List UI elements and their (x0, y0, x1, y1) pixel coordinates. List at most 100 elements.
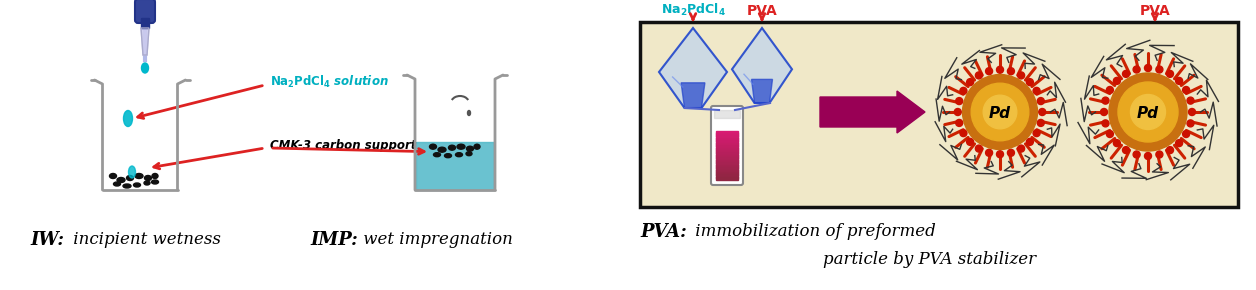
Bar (716, 160, 739, 163)
Circle shape (1130, 95, 1166, 130)
Circle shape (1176, 77, 1183, 84)
Bar (716, 138, 739, 141)
Bar (716, 162, 739, 166)
Text: wet impregnation: wet impregnation (358, 231, 512, 249)
Bar (716, 140, 739, 144)
Circle shape (1144, 64, 1152, 72)
Bar (141, 18, 149, 28)
Circle shape (1133, 151, 1140, 158)
Ellipse shape (127, 175, 133, 180)
Bar (716, 148, 739, 151)
Circle shape (960, 87, 967, 94)
Polygon shape (681, 83, 705, 108)
Ellipse shape (123, 110, 132, 126)
Circle shape (1183, 130, 1189, 137)
Text: IW:: IW: (30, 231, 64, 249)
Circle shape (960, 130, 967, 137)
Polygon shape (659, 28, 727, 108)
Ellipse shape (430, 144, 437, 149)
Text: PVA: PVA (746, 4, 777, 18)
Circle shape (1026, 79, 1034, 86)
Bar (716, 145, 739, 148)
Text: Pd: Pd (1137, 106, 1159, 121)
Text: Pd: Pd (988, 106, 1011, 121)
Text: PVA:: PVA: (641, 223, 687, 241)
Circle shape (1017, 72, 1025, 79)
Ellipse shape (134, 173, 143, 179)
Ellipse shape (474, 144, 480, 149)
Ellipse shape (142, 63, 148, 73)
Circle shape (1187, 97, 1194, 104)
Circle shape (1123, 70, 1129, 77)
Text: CMK-3 carbon support: CMK-3 carbon support (270, 139, 417, 153)
Circle shape (1167, 147, 1173, 154)
Bar (713, 110, 740, 118)
FancyBboxPatch shape (711, 106, 744, 185)
Circle shape (986, 68, 992, 75)
Polygon shape (732, 28, 793, 103)
Circle shape (967, 138, 973, 145)
Ellipse shape (457, 144, 465, 149)
Circle shape (1039, 108, 1046, 115)
Ellipse shape (152, 180, 158, 184)
Circle shape (1133, 66, 1140, 73)
Text: $\mathbf{Na_2PdCl_4}$: $\mathbf{Na_2PdCl_4}$ (661, 2, 726, 18)
Bar (641, 22, 1238, 207)
Circle shape (1188, 108, 1196, 115)
Bar (716, 143, 739, 146)
Circle shape (1176, 139, 1183, 147)
Circle shape (1100, 108, 1108, 115)
Ellipse shape (438, 147, 446, 152)
Bar (716, 155, 739, 158)
Circle shape (1156, 66, 1163, 73)
Circle shape (962, 75, 1037, 149)
Circle shape (1037, 97, 1044, 105)
Circle shape (996, 66, 1004, 73)
Bar (716, 172, 739, 175)
Ellipse shape (445, 154, 451, 158)
FancyArrow shape (820, 91, 924, 133)
Text: IMP:: IMP: (310, 231, 358, 249)
Bar (416, 142, 494, 190)
Circle shape (971, 83, 1029, 141)
Circle shape (1007, 68, 1015, 75)
Polygon shape (751, 79, 772, 103)
Ellipse shape (448, 145, 456, 150)
Circle shape (996, 151, 1004, 158)
Bar (716, 167, 739, 171)
Circle shape (1034, 130, 1040, 137)
Circle shape (986, 149, 992, 156)
Ellipse shape (152, 173, 158, 179)
Circle shape (1107, 86, 1113, 93)
Circle shape (1107, 130, 1113, 137)
Bar (716, 165, 739, 168)
Ellipse shape (433, 153, 441, 157)
Text: PVA: PVA (1139, 4, 1171, 18)
Circle shape (967, 79, 973, 86)
Polygon shape (141, 28, 149, 55)
Ellipse shape (144, 175, 152, 180)
Circle shape (956, 97, 962, 105)
Circle shape (1102, 120, 1109, 127)
Circle shape (1113, 77, 1120, 84)
Bar (716, 169, 739, 173)
Circle shape (1183, 86, 1189, 93)
Circle shape (956, 119, 962, 126)
Circle shape (1123, 147, 1129, 154)
Circle shape (1167, 70, 1173, 77)
Ellipse shape (456, 153, 462, 157)
Circle shape (1017, 145, 1025, 152)
Ellipse shape (144, 181, 149, 185)
Ellipse shape (467, 110, 471, 115)
Ellipse shape (128, 166, 136, 178)
Circle shape (1113, 139, 1120, 147)
Bar (716, 130, 739, 134)
Text: immobilization of preformed: immobilization of preformed (690, 224, 936, 240)
Circle shape (1156, 151, 1163, 158)
Circle shape (976, 145, 982, 152)
FancyBboxPatch shape (134, 0, 154, 23)
Ellipse shape (133, 183, 141, 187)
Circle shape (1034, 87, 1040, 94)
Circle shape (1187, 120, 1194, 127)
Circle shape (1037, 119, 1044, 126)
